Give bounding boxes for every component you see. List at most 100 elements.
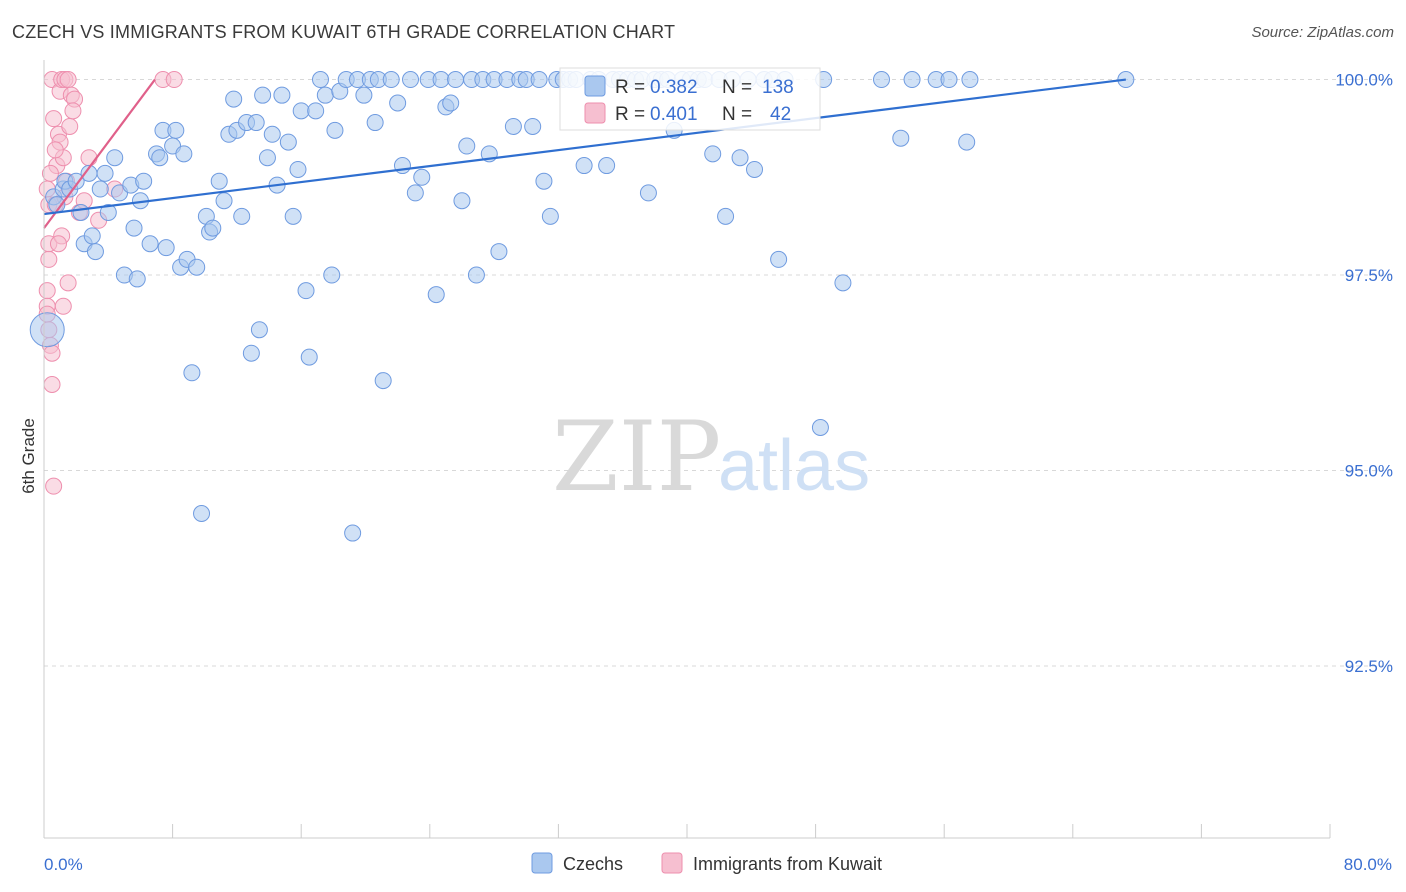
czech-point: [86, 243, 104, 261]
kuwait-point: [46, 141, 64, 159]
czech-point: [524, 117, 542, 135]
czech-point: [128, 270, 146, 288]
legend-swatch-czechs: [531, 852, 553, 874]
kuwait-point: [59, 274, 77, 292]
czech-point: [233, 207, 251, 225]
legend-swatch-kuwait: [661, 852, 683, 874]
trendlines: [43, 78, 1126, 229]
czech-point: [300, 348, 318, 366]
x-tick-label-min: 0.0%: [44, 855, 83, 874]
czech-point: [413, 168, 431, 186]
czech-point: [279, 133, 297, 151]
source-label: Source: ZipAtlas.com: [1251, 24, 1394, 41]
czech-point: [770, 250, 788, 268]
czech-point: [406, 184, 424, 202]
czech-point: [746, 160, 764, 178]
czech-point: [135, 172, 153, 190]
stats-r-value-czechs: 0.382: [650, 77, 698, 98]
bottom-legend: Czechs Immigrants from Kuwait: [531, 852, 882, 874]
czech-point: [292, 102, 310, 120]
czech-point: [193, 505, 211, 523]
czech-point: [355, 86, 373, 104]
czech-point: [541, 207, 559, 225]
czech-point: [458, 137, 476, 155]
watermark-zip: ZIP: [552, 401, 721, 513]
watermark-atlas: atlas: [718, 426, 870, 506]
kuwait-point: [165, 71, 183, 89]
stats-n-label-czechs: N =: [722, 77, 752, 98]
y-tick-label: 97.5%: [1345, 266, 1393, 285]
czech-point: [297, 282, 315, 300]
stats-legend: R = 0.382 N = 138 R = 0.401 N = 42: [559, 67, 821, 131]
czech-point: [366, 114, 384, 132]
czech-point: [91, 180, 109, 198]
czech-point: [504, 117, 522, 135]
czech-point: [125, 219, 143, 237]
gridlines: [44, 79, 1392, 667]
czech-point: [250, 321, 268, 339]
stats-swatch-kuwait: [584, 102, 606, 124]
czech-point: [254, 86, 272, 104]
czech-point: [106, 149, 124, 167]
czech-point: [326, 121, 344, 139]
czech-point: [215, 192, 233, 210]
stats-n-value-kuwait: 42: [770, 104, 791, 125]
czech-point: [72, 203, 90, 221]
legend-label-czechs: Czechs: [563, 854, 623, 874]
czech-point: [99, 203, 117, 221]
czech-point: [225, 90, 243, 108]
kuwait-point: [59, 71, 77, 89]
czech-point: [258, 149, 276, 167]
y-tick-label: 100.0%: [1335, 71, 1393, 90]
czech-point: [535, 172, 553, 190]
stats-swatch-czechs: [584, 75, 606, 97]
x-tick-label-max: 80.0%: [1344, 855, 1392, 874]
kuwait-point: [45, 477, 63, 495]
czech-point: [575, 157, 593, 175]
czech-point: [432, 71, 450, 89]
stats-r-label-kuwait: R =: [615, 104, 645, 125]
czech-point: [442, 94, 460, 112]
czech-point: [382, 71, 400, 89]
czech-point: [29, 312, 65, 348]
czech-point: [389, 94, 407, 112]
stats-n-value-czechs: 138: [762, 77, 794, 98]
kuwait-point: [40, 250, 58, 268]
czech-point: [467, 266, 485, 284]
czech-point: [374, 372, 392, 390]
czech-point: [157, 239, 175, 257]
czech-point: [204, 219, 222, 237]
y-tick-label: 92.5%: [1345, 657, 1393, 676]
czech-point: [323, 266, 341, 284]
czech-point: [188, 258, 206, 276]
czech-point: [717, 207, 735, 225]
czech-point: [453, 192, 471, 210]
czech-point: [834, 274, 852, 292]
y-tick-label: 95.0%: [1345, 462, 1393, 481]
czech-point: [344, 524, 362, 542]
czech-point: [873, 71, 891, 89]
czech-point: [151, 149, 169, 167]
kuwait-point: [43, 375, 61, 393]
czech-point: [447, 71, 465, 89]
kuwait-point: [45, 110, 63, 128]
czech-point: [83, 227, 101, 245]
czech-point: [311, 71, 329, 89]
y-axis-title: 6th Grade: [19, 418, 38, 494]
kuwait-point: [43, 344, 61, 362]
czech-point: [490, 243, 508, 261]
czech-point: [289, 160, 307, 178]
czech-point: [940, 71, 958, 89]
stats-r-label-czechs: R =: [615, 77, 645, 98]
czech-point: [598, 157, 616, 175]
czech-point: [242, 344, 260, 362]
kuwait-point: [64, 102, 82, 120]
czech-point: [704, 145, 722, 163]
chart-title: CZECH VS IMMIGRANTS FROM KUWAIT 6TH GRAD…: [12, 22, 676, 42]
czech-point: [530, 71, 548, 89]
legend-label-kuwait: Immigrants from Kuwait: [693, 854, 882, 874]
y-tick-labels: 92.5% 95.0% 97.5% 100.0%: [1335, 71, 1393, 676]
czech-point: [210, 172, 228, 190]
czech-point: [273, 86, 291, 104]
czech-point: [402, 71, 420, 89]
